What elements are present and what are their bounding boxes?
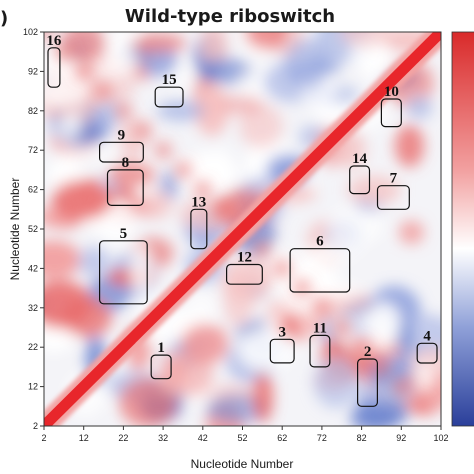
region-box-5: [98, 240, 148, 305]
region-label-1: 1: [157, 340, 165, 356]
region-box-13: [190, 208, 208, 250]
region-box-14: [349, 165, 371, 195]
region-box-2: [357, 358, 379, 407]
x-tick-label: 52: [237, 433, 247, 443]
region-box-12: [226, 263, 263, 285]
region-label-11: 11: [313, 320, 327, 336]
x-tick-label: 62: [277, 433, 287, 443]
region-label-6: 6: [316, 234, 324, 250]
y-tick-label: 92: [28, 66, 38, 76]
x-tick-label: 22: [118, 433, 128, 443]
y-tick-label: 22: [28, 342, 38, 352]
y-tick-label: 62: [28, 185, 38, 195]
x-tick-label: 42: [198, 433, 208, 443]
y-tick-label: 12: [28, 382, 38, 392]
region-label-7: 7: [390, 171, 398, 187]
region-label-5: 5: [120, 226, 128, 242]
region-box-9: [98, 141, 144, 163]
y-tick-label: 52: [28, 224, 38, 234]
region-label-4: 4: [423, 328, 431, 344]
x-tick-label: 72: [317, 433, 327, 443]
region-box-4: [416, 342, 438, 364]
region-label-8: 8: [122, 155, 130, 171]
region-label-9: 9: [118, 127, 126, 143]
region-box-3: [269, 338, 295, 364]
x-axis-label: Nucleotide Number: [191, 457, 294, 471]
heatmap-diagonal: [44, 32, 441, 426]
region-box-10: [380, 98, 402, 128]
region-box-1: [150, 354, 172, 380]
y-axis: 2 12 22 32 42 52 62 72 82 92 102: [23, 27, 44, 431]
x-tick-label: 102: [433, 433, 448, 443]
region-box-7: [376, 185, 410, 210]
x-axis: 2 12 22 32 42 52 62 72 82 92 102: [41, 426, 449, 443]
x-tick-label: 32: [158, 433, 168, 443]
y-tick-label: 42: [28, 263, 38, 273]
region-box-16: [47, 47, 61, 88]
colorbar: [451, 31, 474, 427]
region-label-16: 16: [46, 33, 62, 49]
region-box-11: [309, 334, 331, 368]
y-tick-label: 82: [28, 106, 38, 116]
region-box-6: [289, 248, 351, 293]
y-axis-label: Nucleotide Number: [8, 178, 22, 281]
region-label-10: 10: [384, 84, 399, 100]
x-tick-label: 2: [41, 433, 46, 443]
chart-title: Wild-type riboswitch: [125, 6, 335, 27]
region-label-3: 3: [278, 324, 286, 340]
x-tick-label: 12: [79, 433, 89, 443]
region-box-8: [106, 169, 144, 206]
region-label-2: 2: [364, 344, 372, 360]
y-tick-label: 2: [33, 421, 38, 431]
x-tick-label: 82: [357, 433, 367, 443]
region-label-14: 14: [352, 151, 368, 167]
y-tick-label: 72: [28, 145, 38, 155]
y-tick-label: 32: [28, 303, 38, 313]
region-box-15: [154, 86, 184, 108]
region-label-12: 12: [237, 250, 252, 266]
panel-label: ): [0, 8, 8, 29]
region-label-15: 15: [162, 72, 177, 88]
x-tick-label: 92: [396, 433, 406, 443]
region-label-13: 13: [191, 194, 206, 210]
y-tick-label: 102: [23, 27, 38, 37]
